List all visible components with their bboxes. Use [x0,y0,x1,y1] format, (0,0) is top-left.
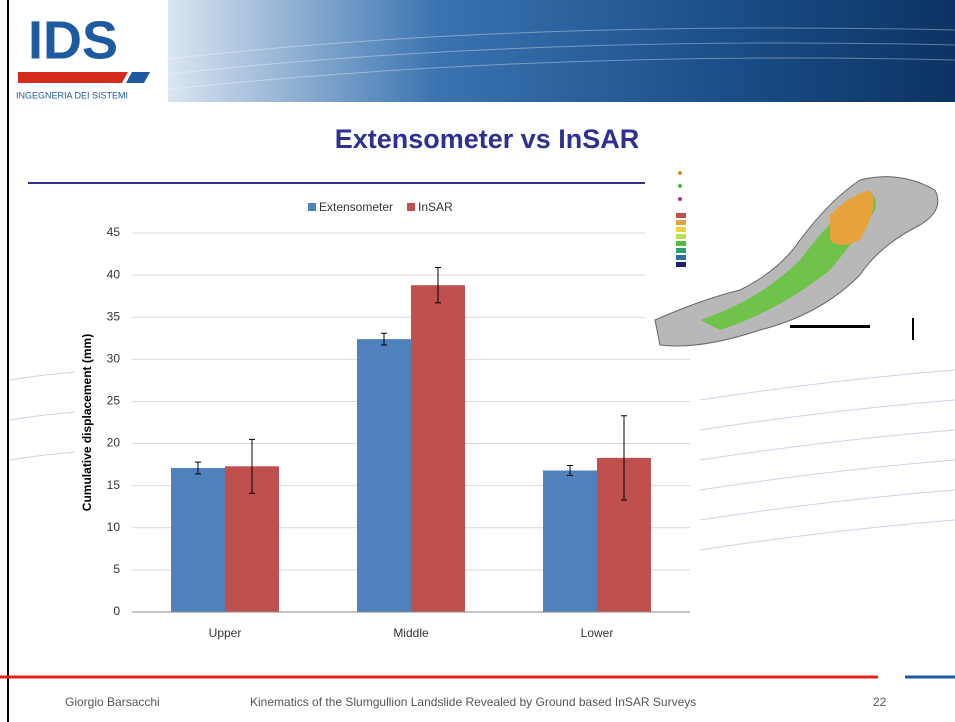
map-inset [645,168,945,358]
footer-talk: Kinematics of the Slumgullion Landslide … [250,695,696,709]
legend-label: Extensometer [319,200,393,214]
slide-title: Extensometer vs InSAR [335,124,640,154]
logo-name: IDS [28,10,118,70]
x-tick-label: Upper [209,626,242,640]
x-tick-label: Middle [393,626,429,640]
y-tick-label: 20 [107,436,121,450]
bar [171,468,225,612]
logo-stripe [18,72,128,83]
header-banner [160,0,955,102]
logo-subtitle: INGEGNERIA DEI SISTEMI [16,90,128,100]
footer-page: 22 [873,695,887,709]
x-tick-label: Lower [581,626,614,640]
y-tick-label: 30 [107,352,121,366]
y-tick-label: 5 [113,562,120,576]
y-tick-label: 45 [107,225,121,239]
y-tick-label: 10 [107,520,121,534]
y-tick-label: 25 [107,394,121,408]
bar [411,285,465,612]
legend-swatch [308,203,316,211]
legend-label: InSAR [418,200,453,214]
y-tick-label: 35 [107,309,121,323]
legend-swatch [407,203,415,211]
y-tick-label: 0 [113,604,120,618]
y-tick-label: 40 [107,267,121,281]
footer-author: Giorgio Barsacchi [65,695,160,709]
y-axis-title: Cumulative displacement (mm) [80,334,94,511]
y-tick-label: 15 [107,478,121,492]
slide: IDS INGEGNERIA DEI SISTEMI Extensometer … [0,0,955,722]
bar [357,339,411,612]
bar [543,471,597,612]
